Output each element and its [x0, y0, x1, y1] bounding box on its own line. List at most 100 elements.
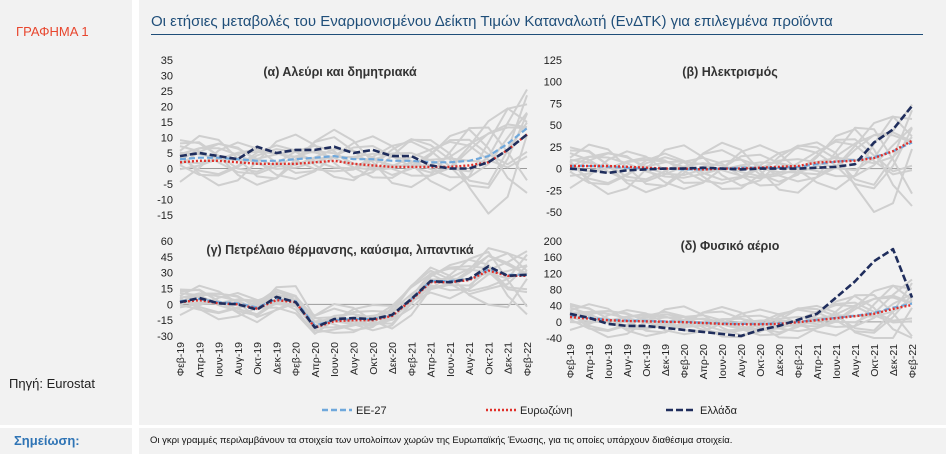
- x-tick-label: Οκτ-19: [641, 344, 653, 377]
- y-tick-label: -15: [157, 210, 173, 222]
- x-tick-label: Απρ-20: [698, 344, 710, 380]
- x-tick-label: Αυγ-21: [464, 342, 476, 375]
- other-country-line: [569, 115, 913, 190]
- y-tick-label: 80: [550, 285, 562, 297]
- other-country-line: [179, 133, 528, 215]
- x-tick-label: Ιουν-21: [445, 342, 457, 377]
- x-tick-label: Δεκ-21: [888, 344, 900, 376]
- other-country-line: [179, 254, 528, 327]
- legend-label: ΕΕ-27: [356, 405, 387, 417]
- y-tick-label: 35: [161, 55, 173, 67]
- y-tick-label: 120: [544, 268, 562, 280]
- x-tick-label: Ιουν-19: [214, 342, 226, 377]
- x-tick-label: Απρ-20: [310, 342, 322, 378]
- y-tick-label: -5: [163, 179, 173, 191]
- x-tick-label: Οκτ-21: [869, 344, 881, 377]
- other-country-line: [179, 253, 528, 334]
- other-country-line: [569, 293, 913, 328]
- x-tick-label: Αυγ-20: [349, 342, 361, 375]
- x-tick-label: Ιουν-20: [329, 342, 341, 377]
- series-line-3: [179, 264, 528, 329]
- y-tick-label: 50: [550, 120, 562, 132]
- y-tick-label: 25: [161, 86, 173, 98]
- panel-title: (β) Ηλεκτρισμός: [682, 65, 777, 79]
- panel-title: (γ) Πετρέλαιο θέρμανσης, καύσιμα, λιπαντ…: [206, 243, 473, 257]
- other-country-line: [569, 126, 913, 178]
- x-tick-label: Φεβ-21: [793, 344, 805, 378]
- series-line-3: [569, 247, 914, 338]
- note-text: Οι γκρι γραμμές περιλαμβάνουν τα στοιχεί…: [150, 435, 733, 446]
- x-tick-label: Ιουν-20: [717, 344, 729, 379]
- y-tick-label: 0: [556, 164, 562, 176]
- y-tick-label: -30: [157, 331, 173, 343]
- note-label-cell: [0, 428, 132, 454]
- x-tick-label: Φεβ-19: [175, 342, 187, 376]
- y-tick-label: 5: [167, 148, 173, 160]
- note-label: Σημείωση:: [14, 433, 80, 448]
- y-tick-label: 30: [161, 71, 173, 83]
- y-tick-label: 20: [161, 102, 173, 114]
- chart-legend: ΕΕ-27 Ευρωζώνη Ελλάδα: [322, 405, 738, 417]
- legend-label: Ευρωζώνη: [520, 405, 573, 417]
- y-tick-label: 75: [550, 98, 562, 110]
- y-tick-label: 100: [544, 77, 562, 89]
- other-country-line: [569, 138, 913, 187]
- other-country-line: [569, 301, 913, 337]
- x-tick-label: Αυγ-20: [736, 344, 748, 377]
- other-country-line: [569, 131, 913, 183]
- y-tick-label: 25: [550, 142, 562, 154]
- y-tick-label: 45: [161, 252, 173, 264]
- x-tick-label: Ιουν-21: [831, 344, 843, 379]
- y-tick-label: -10: [157, 195, 173, 207]
- series-line-2: [570, 139, 913, 171]
- y-tick-label: 10: [161, 133, 173, 145]
- y-tick-label: 160: [544, 252, 562, 264]
- figure-label: ΓΡΑΦΗΜΑ 1: [16, 24, 89, 39]
- y-tick-label: 0: [167, 164, 173, 176]
- other-country-line: [179, 265, 528, 332]
- x-tick-label: Φεβ-20: [679, 344, 691, 378]
- other-country-line: [179, 138, 528, 179]
- x-tick-label: Δεκ-19: [660, 344, 672, 376]
- other-country-line: [179, 123, 528, 177]
- x-tick-label: Απρ-19: [194, 342, 206, 378]
- x-tick-label: Φεβ-22: [907, 344, 919, 378]
- series-line-3: [179, 133, 528, 170]
- chart-panel-3: -30 -15 0 15 30 45 60 (γ) Πετρέλαιο θέρμανσης, …: [157, 236, 534, 377]
- x-tick-label: Οκτ-19: [252, 342, 264, 375]
- y-tick-label: -40: [546, 333, 562, 345]
- x-tick-label: Δεκ-20: [774, 344, 786, 376]
- other-country-line: [179, 111, 528, 179]
- y-tick-label: 15: [161, 117, 173, 129]
- source-label: Πηγή: Eurostat: [9, 376, 95, 391]
- y-tick-label: 0: [167, 299, 173, 311]
- x-tick-label: Δεκ-21: [503, 342, 515, 374]
- other-country-line: [179, 107, 528, 180]
- x-tick-label: Ιουν-19: [603, 344, 615, 379]
- y-tick-label: -50: [546, 207, 562, 219]
- series-line-3: [569, 105, 914, 175]
- other-country-line: [569, 294, 913, 333]
- x-tick-label: Οκτ-20: [368, 342, 380, 375]
- y-tick-label: -25: [546, 185, 562, 197]
- x-tick-label: Απρ-19: [584, 344, 596, 380]
- chart-panel-1: -15 -10 -5 0 5 10 15 20 25 30 35 (α) Αλεύρι και δημ…: [157, 55, 528, 222]
- y-tick-label: 15: [161, 284, 173, 296]
- x-tick-label: Φεβ-20: [291, 342, 303, 376]
- y-tick-label: -15: [157, 315, 173, 327]
- x-tick-label: Δεκ-19: [271, 342, 283, 374]
- x-tick-label: Φεβ-21: [406, 342, 418, 376]
- x-tick-label: Απρ-21: [426, 342, 438, 378]
- y-tick-label: 200: [544, 236, 562, 248]
- chart-panel-2: -50 -25 0 25 50 75 100 125 (β) Ηλεκτρισμός: [544, 55, 914, 219]
- x-tick-label: Οκτ-20: [755, 344, 767, 377]
- chart-panel: [139, 0, 946, 425]
- sidebar-panel: [0, 0, 132, 425]
- x-tick-label: Αυγ-19: [233, 342, 245, 375]
- note-text-cell: [139, 428, 946, 454]
- panel-title: (α) Αλεύρι και δημητριακά: [263, 65, 417, 79]
- y-tick-label: 125: [544, 55, 562, 67]
- other-country-line: [179, 94, 528, 186]
- y-tick-label: 40: [550, 301, 562, 313]
- panel-title: (δ) Φυσικό αέριο: [681, 239, 780, 253]
